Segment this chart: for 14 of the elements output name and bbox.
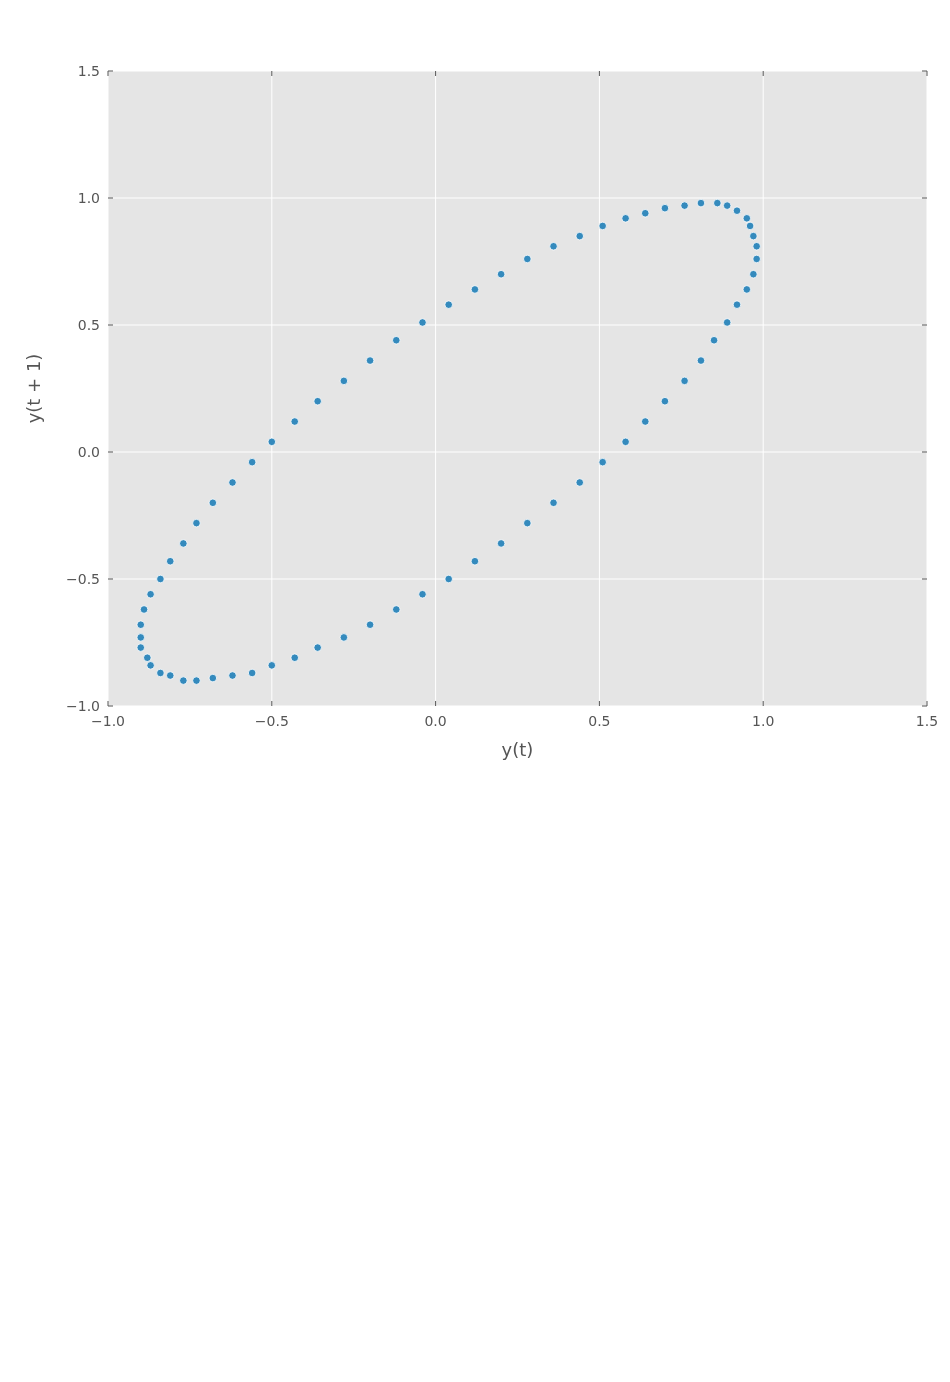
x-tick-label: 1.5 — [915, 713, 939, 729]
x-axis-title: y(t) — [501, 739, 534, 760]
y-tick-label: 1.5 — [77, 63, 100, 79]
y-tick-label: −0.5 — [66, 571, 100, 587]
y-axis-title: y(t + 1) — [23, 353, 44, 424]
y-tick-label: 0.5 — [77, 317, 100, 333]
y-tick-label: 0.0 — [77, 444, 100, 460]
y-tick-label: −1.0 — [66, 698, 100, 714]
x-tick-label: 1.0 — [752, 713, 775, 729]
y-tick-label: 1.0 — [77, 190, 100, 206]
x-tick-label: −1.0 — [91, 713, 125, 729]
x-tick-label: 0.0 — [424, 713, 447, 729]
x-tick-label: −0.5 — [254, 713, 289, 729]
x-tick-label: 0.5 — [588, 713, 611, 729]
